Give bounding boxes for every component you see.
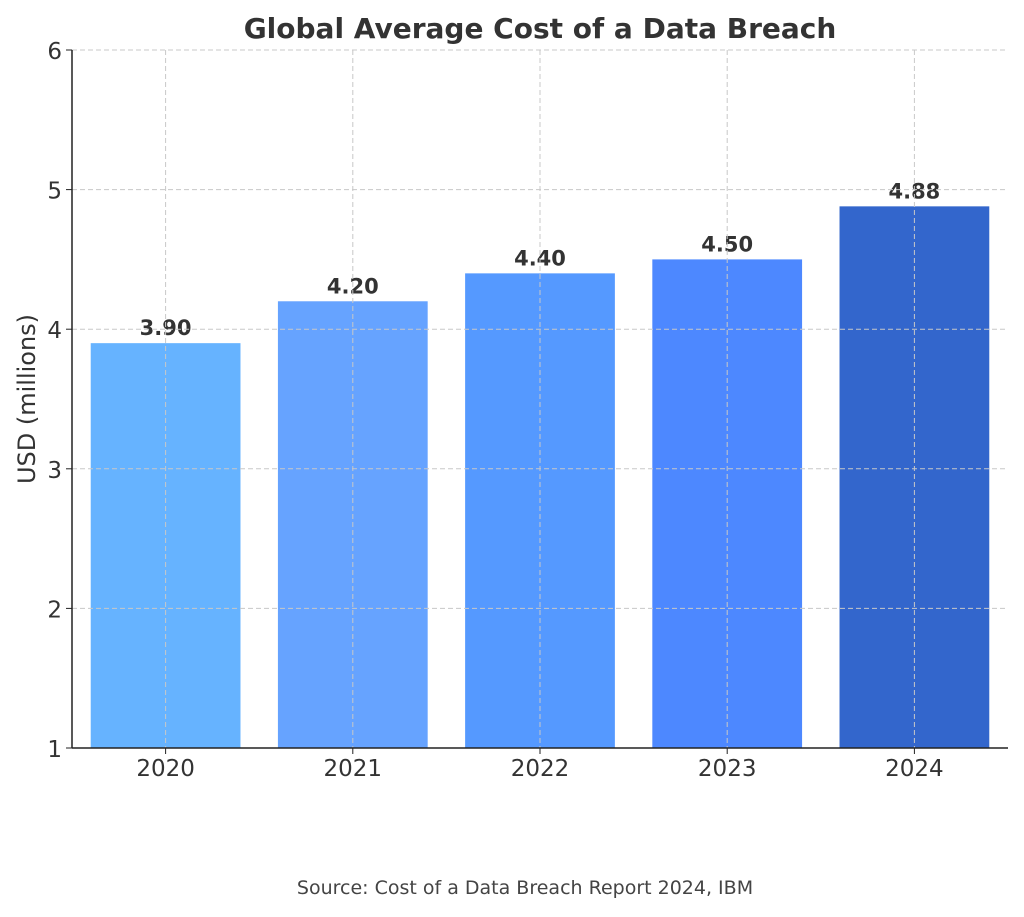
chart-title: Global Average Cost of a Data Breach	[244, 12, 837, 45]
x-tick-label: 2020	[136, 756, 195, 782]
y-tick-label: 4	[47, 318, 62, 344]
y-tick-label: 3	[47, 458, 62, 484]
x-tick-label: 2021	[324, 756, 383, 782]
x-tick-label: 2024	[885, 756, 944, 782]
data-label-2024: 4.88	[888, 179, 940, 203]
y-axis-label: USD (millions)	[13, 314, 41, 484]
x-tick-label: 2022	[511, 756, 570, 782]
x-tick-label: 2023	[698, 756, 757, 782]
y-tick-label: 6	[47, 39, 62, 65]
data-label-2020: 3.90	[140, 316, 192, 340]
source-footnote: Source: Cost of a Data Breach Report 202…	[297, 877, 753, 899]
y-tick-label: 2	[47, 597, 62, 623]
y-tick-label: 5	[47, 179, 62, 205]
y-tick-label: 1	[47, 737, 62, 763]
